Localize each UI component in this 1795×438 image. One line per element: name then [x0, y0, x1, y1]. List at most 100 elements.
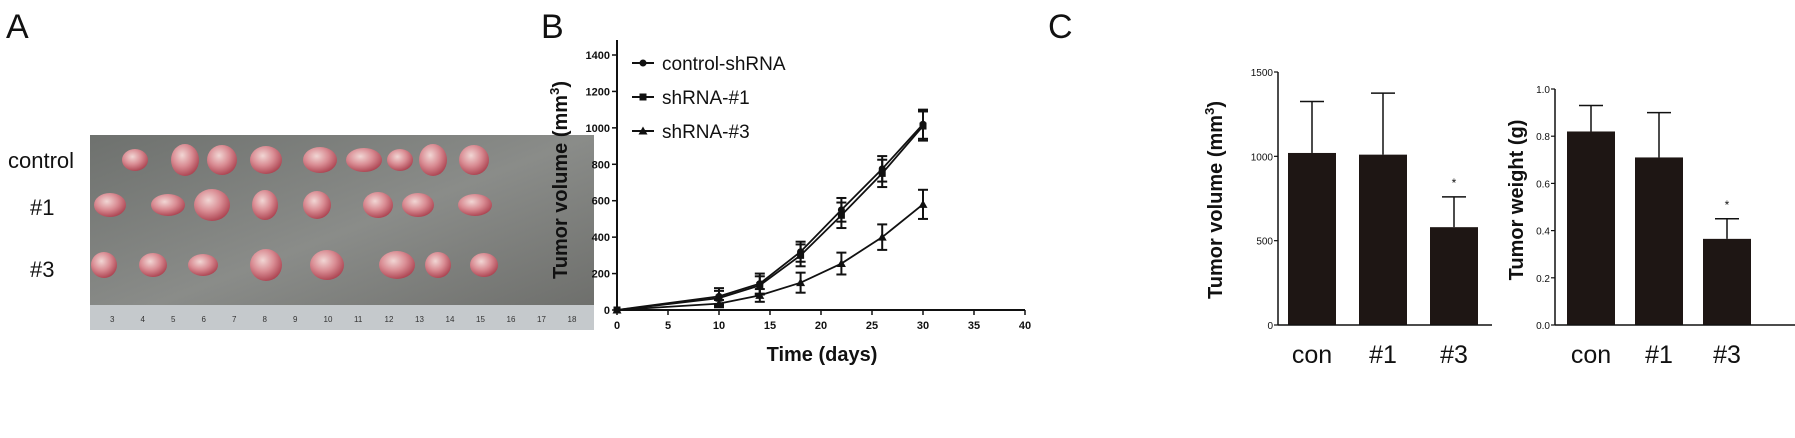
bar-#1 — [1635, 157, 1683, 325]
panel-label-b: B — [541, 8, 564, 46]
ruler-number: 11 — [354, 315, 363, 324]
tumor — [363, 192, 393, 218]
series-line — [616, 123, 924, 311]
tumor — [310, 250, 344, 280]
y-tick-label: 600 — [592, 196, 610, 208]
tumor — [250, 146, 282, 174]
tumor — [194, 189, 230, 221]
tumor — [252, 190, 278, 220]
series-shRNA-#3 — [612, 188, 928, 314]
tumor — [379, 251, 415, 279]
ruler-number: 3 — [110, 315, 115, 324]
tumor — [250, 249, 282, 281]
ruler-number: 17 — [537, 315, 546, 324]
square-marker — [837, 211, 845, 219]
x-category-label: con — [1571, 341, 1611, 369]
tumor — [94, 193, 126, 217]
y-tick-label: 800 — [592, 159, 610, 171]
y-tick-label: 500 — [1256, 237, 1273, 248]
tumor — [470, 253, 498, 277]
x-category-label: con — [1292, 341, 1332, 369]
row-label-3: #3 — [30, 257, 54, 282]
tumor — [122, 149, 148, 171]
y-tick-label: 0.6 — [1536, 179, 1550, 190]
series-line — [616, 125, 924, 311]
series-control-shRNA — [613, 108, 928, 314]
tumor — [303, 191, 331, 219]
tumor — [207, 145, 237, 175]
tumor — [459, 145, 489, 175]
triangle-marker — [836, 259, 846, 268]
x-tick-label: 40 — [1019, 320, 1031, 332]
ruler-number: 5 — [171, 315, 176, 324]
tumor — [458, 194, 492, 216]
volume-y-axis-label: Tumor volume (mm3) — [1202, 101, 1227, 299]
y-tick-label: 0.2 — [1536, 274, 1550, 285]
y-tick-label: 1.0 — [1536, 85, 1550, 96]
bar-chart-tumor-volume: con #1 #3 * 0 500 1000 1500 — [1251, 68, 1492, 369]
square-marker — [919, 122, 927, 130]
row-label-1: #1 — [30, 195, 54, 220]
panel-label-c: C — [1048, 8, 1073, 46]
ruler-number: 4 — [141, 315, 146, 324]
ruler-number: 12 — [385, 315, 394, 324]
y-tick-label: 0.8 — [1536, 132, 1550, 143]
bar-chart-tumor-weight: con #1 #3 * 0.0 0.2 0.4 0.6 0.8 1.0 — [1536, 85, 1795, 369]
tumor — [151, 194, 185, 216]
bar-#3 — [1703, 238, 1751, 325]
x-category-label: #1 — [1369, 341, 1397, 369]
x-category-label: #3 — [1713, 341, 1741, 369]
x-tick-label: 35 — [968, 320, 980, 332]
x-tick-label: 0 — [614, 320, 620, 332]
y-tick-label: 0.4 — [1536, 227, 1550, 238]
row-label-control: control — [8, 148, 74, 173]
ruler-number: 15 — [476, 315, 485, 324]
square-marker — [756, 281, 764, 289]
triangle-marker — [796, 278, 806, 287]
tumor — [346, 148, 382, 172]
y-tick-label: 1200 — [586, 86, 610, 98]
x-tick-label: 20 — [815, 320, 827, 332]
x-tick-label: 5 — [665, 320, 671, 332]
x-category-label: #1 — [1645, 341, 1673, 369]
legend-label: control-shRNA — [662, 54, 786, 75]
weight-y-axis-label: Tumor weight (g) — [1506, 120, 1528, 281]
y-tick-label: 1000 — [1251, 152, 1274, 163]
y-tick-label: 0.0 — [1536, 321, 1550, 332]
tumor — [402, 193, 434, 217]
triangle-marker — [755, 290, 765, 299]
y-tick-label: 200 — [592, 269, 610, 281]
square-marker — [878, 169, 886, 177]
legend-label: shRNA-#1 — [662, 88, 750, 109]
y-tick-label: 1400 — [586, 50, 610, 62]
x-tick-label: 15 — [764, 320, 776, 332]
triangle-marker — [877, 232, 887, 241]
ruler-number: 13 — [415, 315, 424, 324]
square-marker — [639, 93, 647, 101]
tumor-photo: 3 4 5 6 7 8 9 10 11 12 13 14 15 16 17 18 — [90, 135, 594, 330]
ruler-number: 6 — [202, 315, 207, 324]
tumor — [139, 253, 167, 277]
ruler-number: 16 — [507, 315, 516, 324]
x-tick-label: 30 — [917, 320, 929, 332]
y-tick-label: 400 — [592, 232, 610, 244]
ruler — [90, 305, 594, 330]
bar-con — [1567, 131, 1615, 325]
y-tick-label: 1500 — [1251, 68, 1274, 79]
ruler-number: 9 — [293, 315, 298, 324]
significance-asterisk: * — [1725, 198, 1730, 212]
tumor — [91, 252, 117, 278]
tray-background — [90, 135, 594, 330]
panel-label-a: A — [6, 8, 29, 46]
ruler-number: 7 — [232, 315, 237, 324]
x-category-label: #3 — [1440, 341, 1468, 369]
y-tick-label: 1000 — [586, 123, 610, 135]
tumor — [171, 144, 199, 176]
y-tick-label: 0 — [1267, 321, 1273, 332]
tumor — [188, 254, 218, 276]
triangle-marker — [612, 305, 622, 314]
tumor — [387, 149, 413, 171]
ruler-number: 18 — [568, 315, 577, 324]
tumor — [303, 147, 337, 173]
